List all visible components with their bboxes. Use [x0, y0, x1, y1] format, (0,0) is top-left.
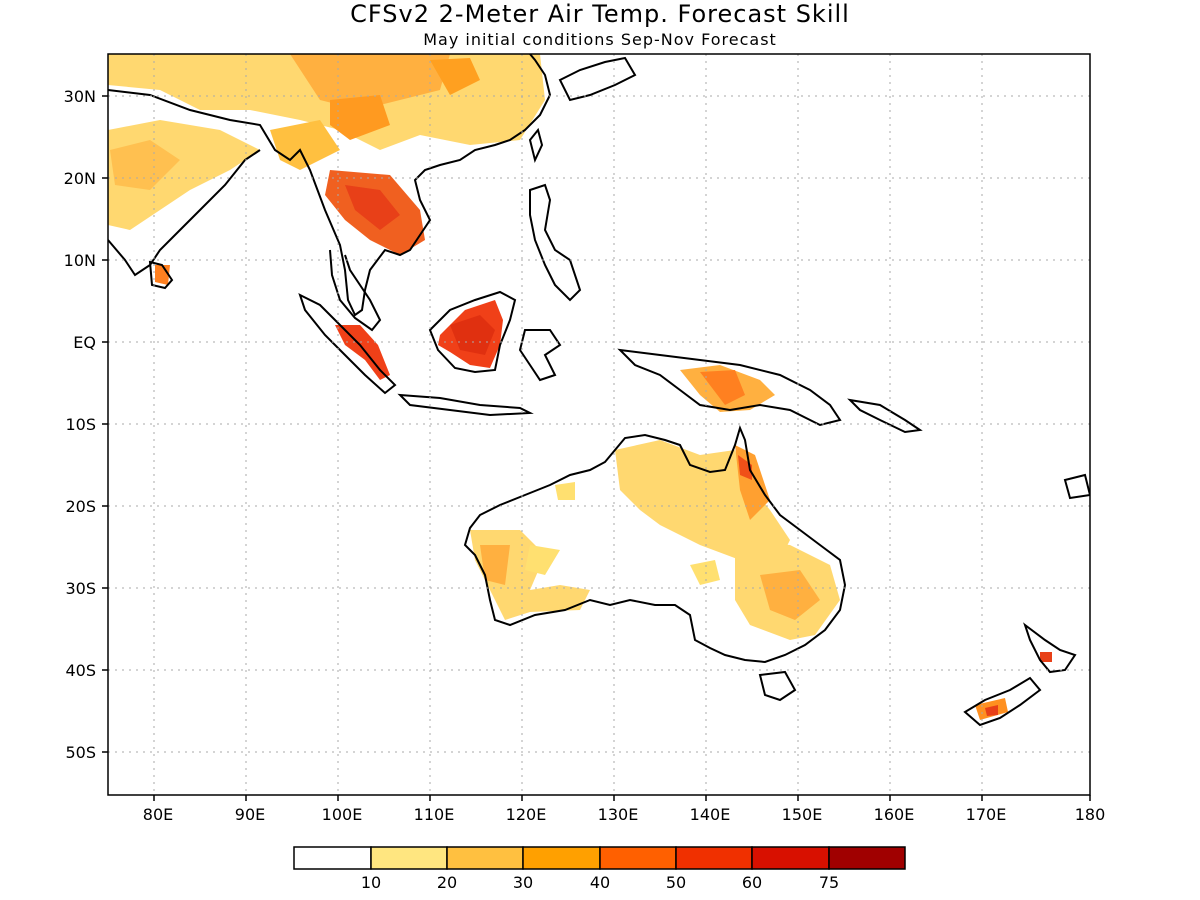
lat-tick-label: 50S — [65, 743, 96, 762]
colorbar-label: 50 — [666, 873, 686, 892]
lon-tick-label: 150E — [782, 805, 823, 824]
lat-tick-label: 10N — [64, 251, 96, 270]
coastlines — [108, 54, 1090, 727]
lat-tick-label: 20S — [65, 497, 96, 516]
colorbar: 10 20 30 40 50 60 75 — [293, 846, 906, 892]
lon-tick-label: 120E — [506, 805, 547, 824]
colorbar-bin — [293, 846, 372, 870]
lon-tick-label: 160E — [874, 805, 915, 824]
colorbar-label: 60 — [742, 873, 762, 892]
lat-tick-label: 40S — [65, 661, 96, 680]
colorbar-label: 75 — [819, 873, 839, 892]
colorbar-label: 20 — [437, 873, 457, 892]
lon-tick-label: 110E — [414, 805, 455, 824]
lat-tick-label: EQ — [73, 333, 96, 352]
lon-axis-labels: 80E 90E 100E 110E 120E 130E 140E 150E 16… — [143, 805, 1106, 824]
colorbar-bin — [675, 846, 753, 870]
lon-tick-label: 100E — [322, 805, 363, 824]
colorbar-label: 10 — [361, 873, 381, 892]
lon-tick-label: 80E — [143, 805, 173, 824]
lon-tick-label: 130E — [598, 805, 639, 824]
colorbar-label: 40 — [590, 873, 610, 892]
lat-tick-label: 30N — [64, 87, 96, 106]
lat-tick-label: 10S — [65, 415, 96, 434]
lon-tick-label: 140E — [690, 805, 731, 824]
lon-tick-label: 170E — [966, 805, 1007, 824]
lat-tick-label: 20N — [64, 169, 96, 188]
colorbar-bin — [446, 846, 524, 870]
colorbar-bin — [522, 846, 601, 870]
skill-shading — [108, 54, 1052, 720]
gridlines — [108, 54, 1090, 795]
colorbar-label: 30 — [513, 873, 533, 892]
lon-tick-label: 90E — [235, 805, 265, 824]
colorbar-bin — [370, 846, 448, 870]
chart-title: CFSv2 2-Meter Air Temp. Forecast Skill — [350, 0, 850, 28]
colorbar-bin — [828, 846, 906, 870]
colorbar-bin — [599, 846, 677, 870]
lat-axis-labels: 30N 20N 10N EQ 10S 20S 30S 40S 50S — [64, 87, 96, 762]
colorbar-bin — [751, 846, 830, 870]
lon-tick-label: 180 — [1075, 805, 1106, 824]
lat-tick-label: 30S — [65, 579, 96, 598]
chart-subtitle: May initial conditions Sep-Nov Forecast — [423, 30, 777, 49]
tick-marks — [102, 95, 1091, 801]
